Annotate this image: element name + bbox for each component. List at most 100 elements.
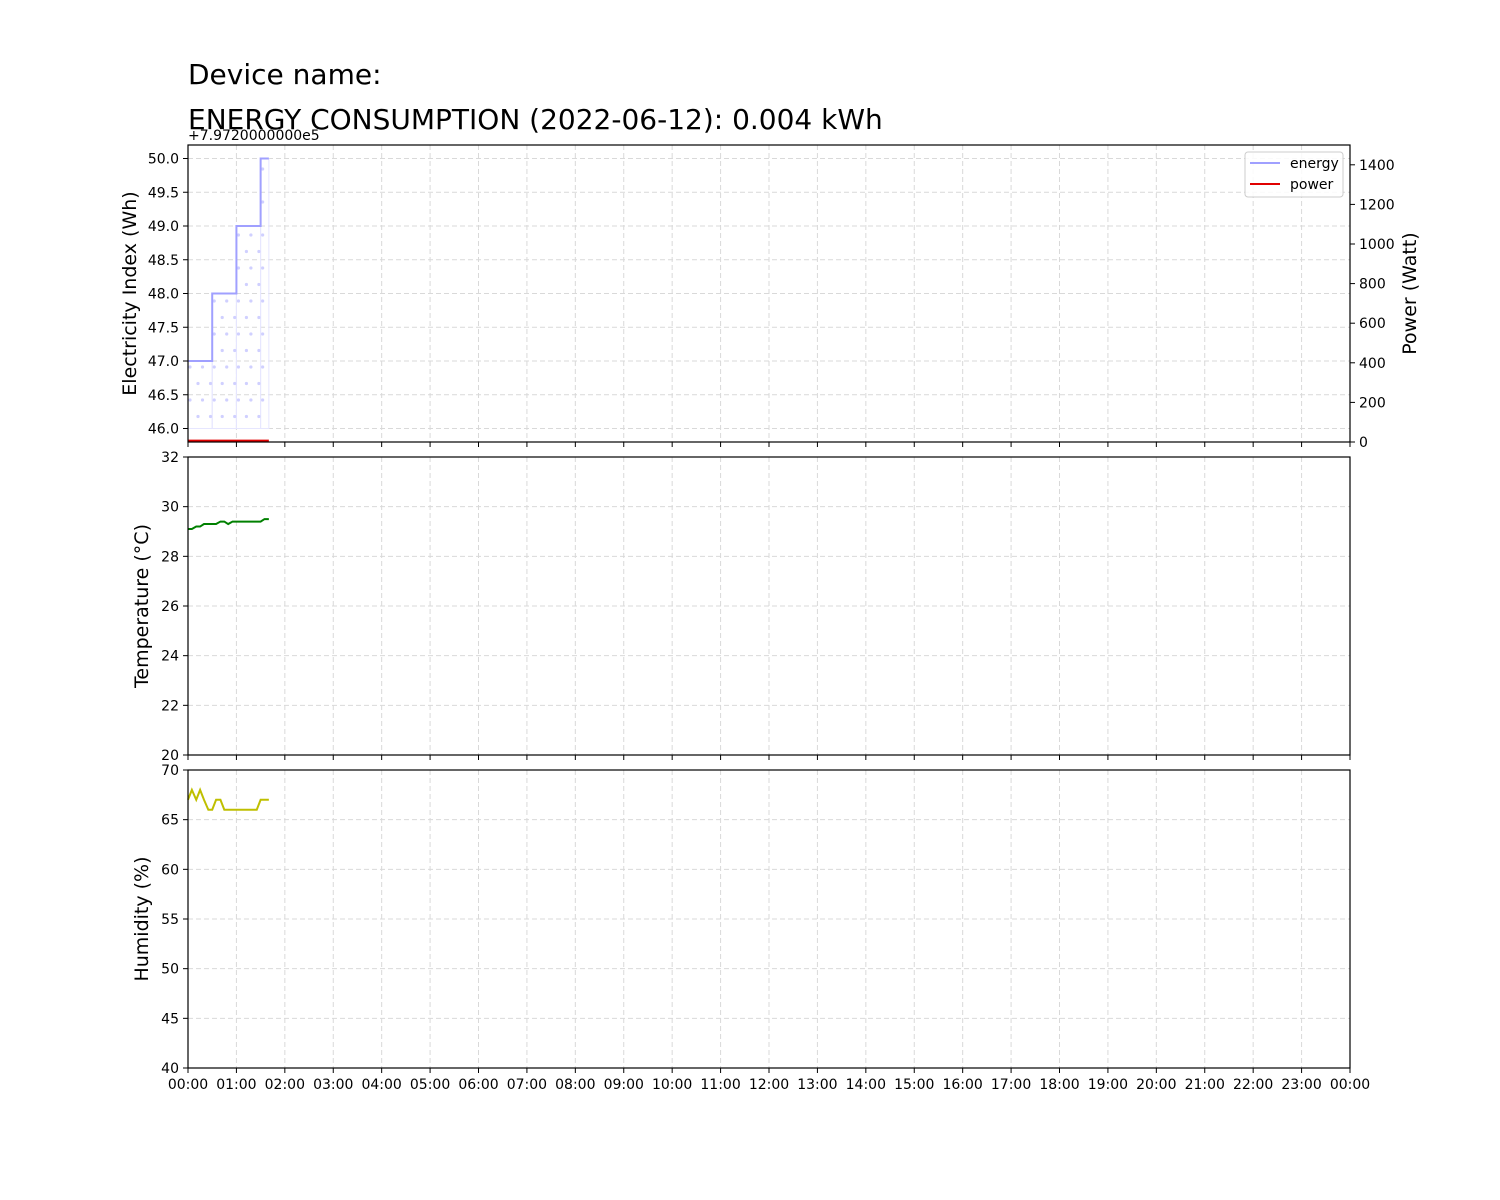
x-tick-label: 09:00 [604, 1077, 644, 1093]
energy-hatch-dot [208, 381, 213, 386]
energy-hatch-dot [261, 398, 265, 402]
energy-hatch-dot [236, 266, 241, 270]
energy-consumption-title: ENERGY CONSUMPTION (2022-06-12): 0.004 k… [188, 103, 883, 136]
y-tick-label: 55 [161, 912, 179, 928]
energy-hatch-dot [257, 348, 261, 353]
x-tick-label: 12:00 [749, 1077, 789, 1093]
y-right-tick-label: 200 [1359, 395, 1386, 411]
energy-hatch-dot [244, 282, 249, 287]
energy-hatch-dot [244, 315, 249, 320]
energy-hatch-dot [225, 365, 229, 369]
energy-hatch-dot [261, 266, 265, 270]
energy-hatch-dot [236, 365, 241, 369]
y-tick-label: 46.0 [148, 422, 179, 438]
series-line-energy [188, 157, 269, 362]
x-tick-label: 05:00 [410, 1077, 450, 1093]
y-tick-label: 65 [161, 813, 179, 829]
y-tick-label: 20 [161, 748, 179, 764]
y-tick-label: 45 [161, 1011, 179, 1027]
x-tick-label: 14:00 [846, 1077, 886, 1093]
y-tick-label: 70 [161, 763, 179, 779]
energy-hatch-dot [244, 249, 249, 254]
energy-hatch-dot [220, 381, 224, 386]
energy-hatch-dot [220, 315, 224, 320]
energy-hatch-dot [225, 299, 229, 303]
energy-hatch-dot [212, 332, 216, 336]
energy-hatch-dot [236, 233, 241, 237]
y-tick-label: 48.0 [148, 287, 179, 303]
device-name-title: Device name: [188, 58, 382, 91]
energy-hatch-dot [236, 332, 241, 336]
energy-hatch-dot [244, 414, 249, 419]
energy-hatch-dot [249, 266, 253, 270]
energy-hatch-dot [249, 299, 253, 303]
energy-hatch-dot [257, 315, 261, 320]
x-tick-label: 16:00 [942, 1077, 982, 1093]
x-tick-label: 04:00 [361, 1077, 401, 1093]
energy-hatch-dot [261, 200, 265, 204]
y-tick-label: 28 [161, 549, 179, 565]
energy-hatch-dot [196, 381, 200, 386]
y-tick-label: 47.0 [148, 354, 179, 370]
y-right-tick-label: 1400 [1359, 158, 1395, 174]
y-tick-label: 49.0 [148, 219, 179, 235]
energy-hatch-dot [212, 398, 216, 402]
x-tick-label: 17:00 [991, 1077, 1031, 1093]
y-tick-label: 30 [161, 500, 179, 516]
y-axis-label: Humidity (%) [131, 856, 153, 981]
y-tick-label: 48.5 [148, 253, 179, 269]
x-tick-label: 18:00 [1039, 1077, 1079, 1093]
x-tick-label: 06:00 [458, 1077, 498, 1093]
x-tick-label: 10:00 [652, 1077, 692, 1093]
energy-hatch-dot [244, 348, 249, 353]
y-right-tick-label: 1000 [1359, 237, 1395, 253]
x-tick-label: 02:00 [265, 1077, 305, 1093]
y-tick-label: 60 [161, 862, 179, 878]
y-tick-label: 32 [161, 450, 179, 466]
y-right-tick-label: 800 [1359, 277, 1386, 293]
x-tick-label: 03:00 [313, 1077, 353, 1093]
legend-label-energy: energy [1290, 156, 1339, 172]
series-line-panel2 [187, 787, 269, 811]
legend-label-power: power [1290, 177, 1334, 193]
energy-hatch-dot [249, 332, 253, 336]
y-tick-label: 49.5 [148, 185, 179, 201]
energy-hatch-dot [212, 299, 216, 303]
y-tick-label: 40 [161, 1061, 179, 1077]
energy-hatch-dot [196, 414, 200, 419]
x-tick-label: 23:00 [1281, 1077, 1321, 1093]
x-tick-label: 07:00 [507, 1077, 547, 1093]
y-tick-label: 50.0 [148, 152, 179, 168]
energy-hatch-dot [261, 332, 265, 336]
x-tick-label: 11:00 [700, 1077, 740, 1093]
y-right-tick-label: 400 [1359, 356, 1386, 372]
energy-hatch-dot [233, 315, 237, 320]
x-tick-label: 22:00 [1233, 1077, 1273, 1093]
energy-hatch-dot [236, 398, 241, 402]
energy-hatch-dot [261, 167, 265, 171]
y-right-tick-label: 1200 [1359, 197, 1395, 213]
y-offset-label: +7.9720000000e5 [188, 128, 320, 144]
energy-hatch-dot [257, 414, 261, 419]
energy-hatch-dot [220, 348, 224, 353]
y-tick-label: 22 [161, 698, 179, 714]
x-tick-label: 20:00 [1136, 1077, 1176, 1093]
y-tick-label: 26 [161, 599, 179, 615]
energy-hatch-dot [257, 249, 261, 254]
energy-hatch-dot [212, 365, 216, 369]
energy-hatch-dot [236, 299, 241, 303]
y-right-tick-label: 600 [1359, 316, 1386, 332]
energy-hatch-dot [200, 365, 205, 369]
energy-hatch-dot [225, 332, 229, 336]
energy-hatch-dot [261, 299, 265, 303]
energy-hatch-dot [261, 365, 265, 369]
energy-hatch-dot [249, 398, 253, 402]
x-tick-label: 15:00 [894, 1077, 934, 1093]
x-tick-label: 08:00 [555, 1077, 595, 1093]
energy-hatch-dot [233, 381, 237, 386]
x-tick-label: 00:00 [1330, 1077, 1370, 1093]
energy-hatch-dot [233, 348, 237, 353]
y-right-tick-label: 0 [1359, 435, 1368, 451]
